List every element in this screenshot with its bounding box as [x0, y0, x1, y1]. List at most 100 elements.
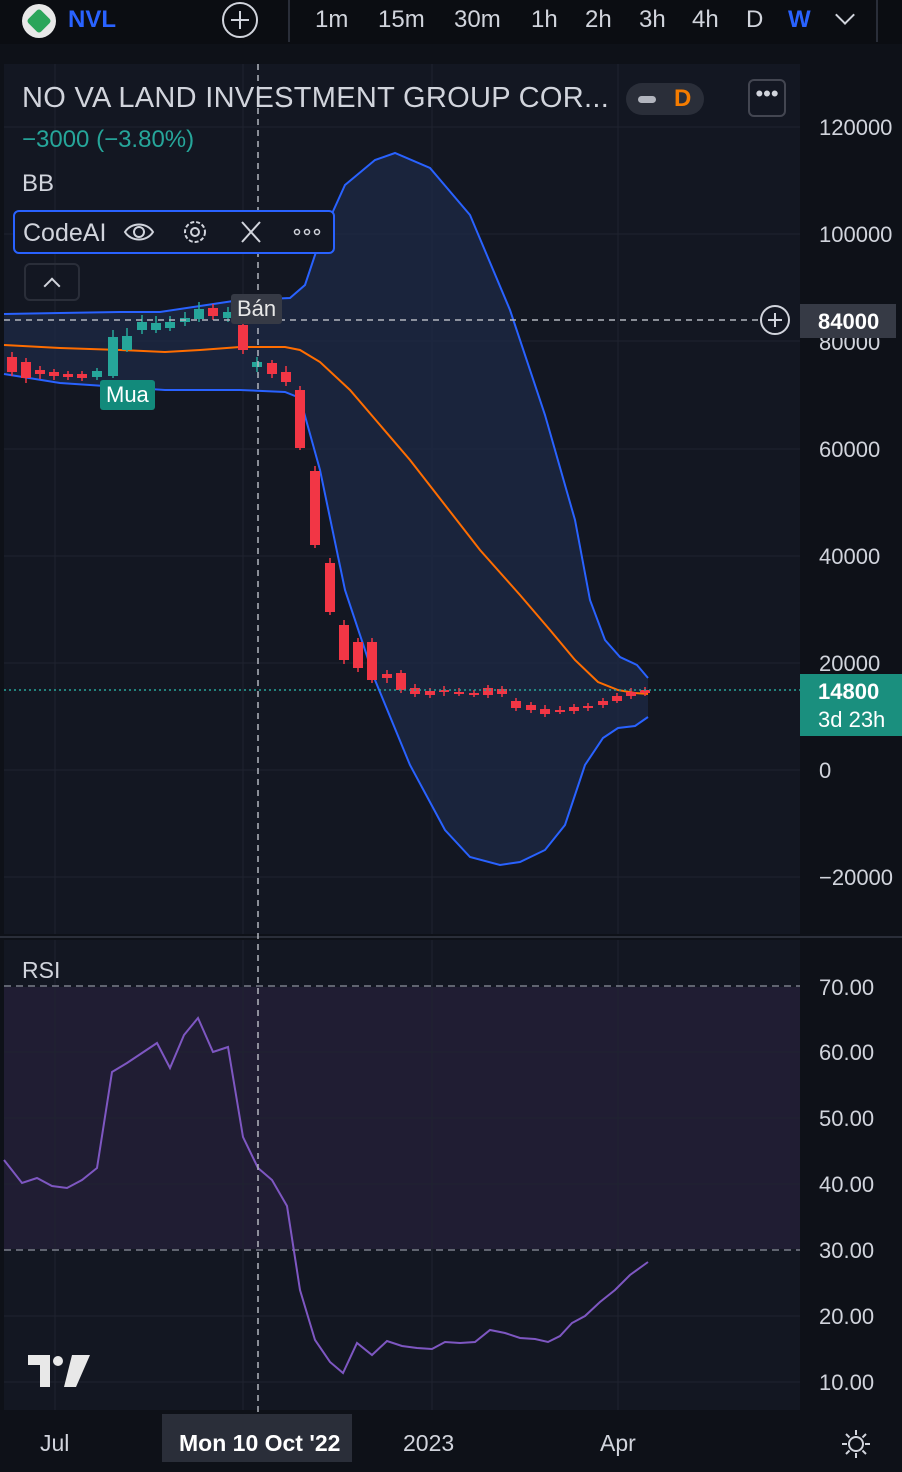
timeframe-15m[interactable]: 15m [378, 6, 425, 33]
candle-body[interactable] [454, 692, 464, 694]
price-axis-label: 60000 [819, 437, 881, 462]
toolbar-divider [876, 0, 878, 42]
candle-body[interactable] [339, 625, 349, 660]
candle-body[interactable] [137, 322, 147, 330]
candle-body[interactable] [77, 374, 87, 378]
price-axis-label: 0 [819, 758, 832, 783]
price-axis-label: 40000 [819, 544, 881, 569]
timeframe-30m[interactable]: 30m [454, 6, 501, 33]
timeframe-1m[interactable]: 1m [315, 6, 349, 33]
gear-icon[interactable] [179, 218, 211, 246]
timeframe-w[interactable]: W [788, 6, 811, 33]
timeframe-3h[interactable]: 3h [639, 6, 666, 33]
candle-body[interactable] [238, 325, 248, 350]
price-axis-label: 20000 [819, 651, 881, 676]
rsi-line [3, 1016, 649, 1375]
indicator-rsi-label[interactable]: RSI [22, 957, 61, 983]
candle-body[interactable] [21, 362, 31, 378]
candle-body[interactable] [194, 309, 204, 319]
toolbar-divider [288, 0, 290, 42]
candle-body[interactable] [223, 312, 233, 318]
candle-body[interactable] [425, 691, 435, 695]
add-alert-plus-icon[interactable] [760, 305, 790, 335]
candle-body[interactable] [469, 693, 479, 695]
candle-body[interactable] [555, 710, 565, 712]
candle-body[interactable] [640, 690, 650, 693]
pane-separator[interactable] [0, 936, 902, 938]
time-axis-label: 2023 [403, 1430, 455, 1456]
time-axis-label: Jul [40, 1430, 70, 1456]
candle-body[interactable] [382, 674, 392, 678]
timeframe-1h[interactable]: 1h [531, 6, 558, 33]
bb-upper-line [3, 151, 649, 679]
buy-signal-label: Mua [100, 380, 155, 410]
candle-body[interactable] [367, 642, 377, 680]
more-options-button[interactable]: ••• [748, 79, 786, 117]
collapse-legend-button[interactable] [24, 263, 80, 301]
candle-body[interactable] [7, 357, 17, 372]
candle-body[interactable] [281, 372, 291, 382]
eye-icon[interactable] [123, 218, 155, 246]
more-icon[interactable] [291, 218, 323, 246]
candle-body[interactable] [569, 707, 579, 711]
candle-body[interactable] [267, 363, 277, 374]
bb-basis-line [3, 344, 649, 695]
price-axis-label: −20000 [819, 865, 894, 890]
crosshair-date-badge: Mon 10 Oct '22 [162, 1414, 352, 1462]
candle-body[interactable] [497, 689, 507, 694]
candle-body[interactable] [511, 701, 521, 708]
candle-body[interactable] [165, 322, 175, 328]
symbol-logo-icon[interactable] [22, 4, 56, 38]
candle-body[interactable] [396, 673, 406, 690]
candle-body[interactable] [410, 688, 420, 694]
candle-body[interactable] [108, 337, 118, 376]
rsi-axis-label: 50.00 [819, 1106, 875, 1131]
indicator-codeai-row[interactable]: CodeAI [13, 210, 335, 254]
candle-body[interactable] [526, 705, 536, 710]
price-axis-label: 100000 [819, 222, 893, 247]
tradingview-logo-icon[interactable] [28, 1355, 90, 1387]
timeframe-d[interactable]: D [746, 6, 764, 33]
candle-body[interactable] [151, 323, 161, 330]
candle-body[interactable] [483, 688, 493, 695]
candle-body[interactable] [540, 709, 550, 714]
candlestick-series[interactable] [7, 302, 650, 717]
candle-body[interactable] [612, 696, 622, 701]
time-axis[interactable] [0, 1412, 902, 1472]
candle-body[interactable] [439, 690, 449, 692]
top-toolbar: NVL 1m 15m 30m 1h 2h 3h 4h D W [0, 0, 902, 44]
candle-body[interactable] [63, 374, 73, 377]
toggle-knob-icon [638, 96, 656, 103]
candle-body[interactable] [310, 471, 320, 545]
add-symbol-button[interactable] [222, 2, 258, 38]
candle-body[interactable] [353, 642, 363, 668]
rsi-axis-label: 60.00 [819, 1040, 875, 1065]
candle-body[interactable] [92, 371, 102, 377]
candle-body[interactable] [252, 362, 262, 367]
timeframe-2h[interactable]: 2h [585, 6, 612, 33]
candle-body[interactable] [325, 563, 335, 612]
candle-body[interactable] [208, 308, 218, 316]
candle-body[interactable] [122, 336, 132, 350]
candle-body[interactable] [35, 370, 45, 374]
ticker-symbol[interactable]: NVL [68, 6, 116, 33]
symbol-title[interactable]: NO VA LAND INVESTMENT GROUP COR... [22, 82, 610, 114]
chart-settings-gear-icon[interactable] [840, 1428, 872, 1460]
rsi-axis-label: 20.00 [819, 1304, 875, 1329]
rsi-bounds [4, 985, 800, 1251]
rsi-axis-label: 70.00 [819, 975, 875, 1000]
timeframe-4h[interactable]: 4h [692, 6, 719, 33]
candle-body[interactable] [626, 692, 636, 696]
candle-body[interactable] [49, 372, 59, 376]
interval-toggle[interactable]: D [626, 83, 704, 115]
time-axis-label: Apr [600, 1430, 636, 1456]
close-icon[interactable] [235, 218, 267, 246]
candle-body[interactable] [583, 706, 593, 708]
candle-body[interactable] [295, 390, 305, 448]
bb-band-fill [4, 153, 648, 865]
rsi-grid [4, 940, 800, 1410]
indicator-bb-label[interactable]: BB [22, 170, 55, 197]
candle-body[interactable] [598, 701, 608, 705]
price-change: −3000 (−3.80%) [22, 126, 195, 153]
